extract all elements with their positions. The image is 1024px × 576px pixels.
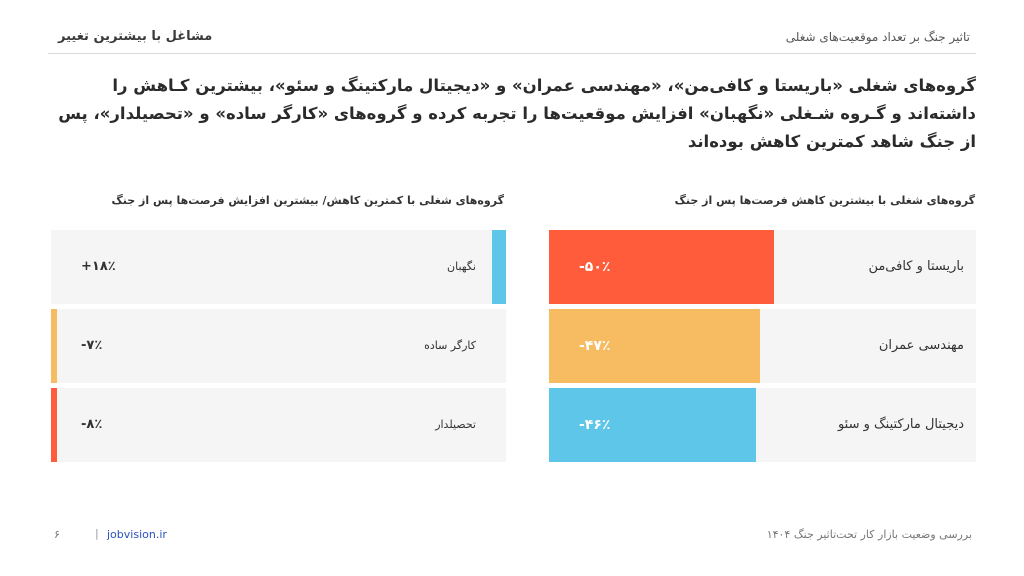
- header-divider: [48, 53, 976, 54]
- color-stripe: [51, 388, 57, 462]
- bar: [549, 230, 774, 304]
- footer-separator: |: [95, 527, 99, 540]
- footer-caption: بررسی وضعیت بازار کار تحت‌تاثیر جنگ ۱۴۰۴: [766, 528, 972, 541]
- bar: [549, 309, 760, 383]
- bar-row: -۴۷٪ مهندسی عمران: [549, 309, 976, 383]
- least-decrease-table: نگهبان +۱۸٪ کارگر ساده -۷٪ تحصیلدار -۸٪: [51, 230, 506, 467]
- category-label: مهندسی عمران: [878, 338, 964, 353]
- bar-value-label: -۵۰٪: [579, 259, 611, 275]
- section-title: مشاغل با بیشترین تغییر: [58, 29, 213, 44]
- bar-value-label: -۴۶٪: [579, 417, 611, 433]
- page-number: ۶: [54, 528, 60, 541]
- category-label: دیجیتال مارکتینگ و سئو: [837, 417, 964, 432]
- value-label: +۱۸٪: [81, 259, 116, 274]
- category-label: تحصیلدار: [435, 418, 476, 431]
- bar: [549, 388, 756, 462]
- color-stripe: [492, 230, 506, 304]
- least-decrease-panel-title: گروه‌های شغلی با کمترین کاهش/ بیشترین اف…: [111, 194, 504, 207]
- category-label: نگهبان: [447, 260, 476, 273]
- value-label: -۸٪: [81, 417, 103, 432]
- table-row: نگهبان +۱۸٪: [51, 230, 506, 304]
- table-row: تحصیلدار -۸٪: [51, 388, 506, 462]
- category-label: باریستا و کافی‌من: [868, 259, 964, 274]
- most-decrease-chart-title: گروه‌های شغلی با بیشترین کاهش فرصت‌ها پس…: [674, 194, 975, 207]
- category-label: کارگر ساده: [424, 339, 476, 352]
- table-row: کارگر ساده -۷٪: [51, 309, 506, 383]
- headline: گروه‌های شغلی «باریستا و کافی‌من»، «مهند…: [58, 76, 976, 151]
- website-link[interactable]: jobvision.ir: [107, 528, 167, 541]
- most-decrease-bar-chart: -۵۰٪ باریستا و کافی‌من -۴۷٪ مهندسی عمران…: [549, 230, 976, 467]
- color-stripe: [51, 309, 57, 383]
- value-label: -۷٪: [81, 338, 103, 353]
- report-title: تاثیر جنگ بر تعداد موقعیت‌های شغلی: [785, 30, 970, 44]
- bar-value-label: -۴۷٪: [579, 338, 611, 354]
- bar-row: -۴۶٪ دیجیتال مارکتینگ و سئو: [549, 388, 976, 462]
- bar-row: -۵۰٪ باریستا و کافی‌من: [549, 230, 976, 304]
